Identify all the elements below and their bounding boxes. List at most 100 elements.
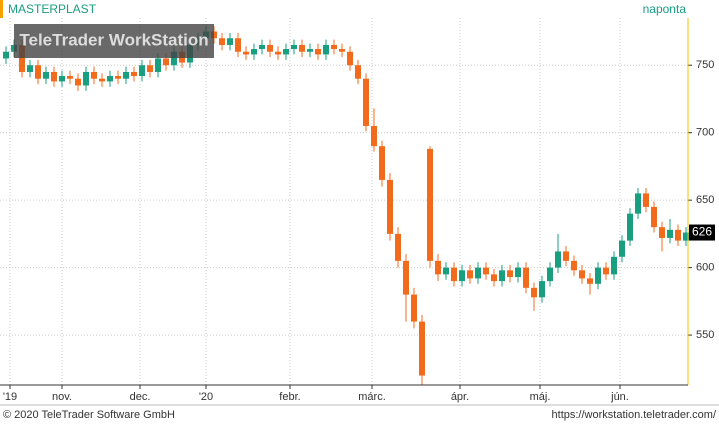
last-price: 626 [692,225,712,239]
candle-body [459,270,465,282]
y-tick-label: 750 [696,59,714,71]
candle-body [531,287,537,298]
candle-body [83,71,89,86]
candle-body [147,65,153,72]
x-tick-label: febr. [279,391,300,403]
candle-body [619,240,625,257]
footer-right: https://workstation.teletrader.com/ [552,409,717,421]
candle-body [99,78,105,82]
candle-body [499,270,505,282]
x-tick-label: ápr. [451,391,469,403]
candle-body [91,71,97,79]
candle-body [587,278,593,284]
candle-body [595,267,601,284]
y-tick-label: 700 [696,127,714,139]
candle-body [27,65,33,72]
candle-body [123,71,129,79]
x-tick-label: '19 [3,391,17,403]
x-tick-label: '20 [199,391,213,403]
candle-body [219,38,225,45]
candle-body [139,65,145,77]
chart-title: MASTERPLAST [8,2,97,16]
candle-body [131,71,137,77]
footer-left: © 2020 TeleTrader Software GmbH [3,409,175,421]
candle-body [107,76,113,82]
candle-body [475,267,481,279]
watermark-box [14,24,214,58]
candle-body [683,232,689,241]
candle-body [675,229,681,241]
candle-body [259,44,265,50]
candle-body [115,76,121,79]
candle-body [659,227,665,238]
x-tick-label: jún. [610,391,629,403]
candle-body [331,44,337,50]
y-tick-label: 600 [696,262,714,274]
candle-body [235,38,241,52]
candle-body [267,44,273,52]
candle-body [483,267,489,275]
candle-body [315,49,321,55]
candle-body [403,260,409,295]
accent [0,0,3,18]
candle-body [651,206,657,228]
candle-body [643,193,649,207]
candle-body [59,76,65,82]
candle-body [299,44,305,52]
candle-body [275,51,281,55]
candle-body [283,49,289,55]
candle-body [539,281,545,298]
candle-body [547,267,553,282]
last-price-box [689,224,715,241]
candle-body [467,270,473,279]
candle-body [251,49,257,55]
candle-body [35,65,41,79]
candle-body [555,251,561,268]
candle-body [227,38,233,45]
candle-body [355,65,361,79]
candle-body [75,78,81,86]
candle-body [51,71,57,82]
candle-body [451,267,457,282]
candle-body [395,233,401,261]
candle-body [579,270,585,279]
y-tick-label: 650 [696,194,714,206]
candle-body [347,51,353,66]
candle-body [411,294,417,322]
candle-body [563,251,569,261]
candle-body [155,58,161,72]
candle-body [491,274,497,282]
x-tick-label: nov. [52,391,72,403]
candle-body [3,51,9,59]
candle-body [427,148,433,261]
candle-body [507,270,513,278]
candle-body [339,49,345,52]
candle-body [371,125,377,147]
candle-body [611,256,617,275]
y-tick-label: 550 [696,329,714,341]
candle-body [627,213,633,241]
candle-body [523,267,529,288]
candle-body [635,193,641,214]
candle-body [387,179,393,234]
candle-body [379,146,385,180]
x-tick-label: márc. [358,391,386,403]
candle-body [603,267,609,275]
candle-body [43,71,49,79]
candle-body [163,58,169,66]
candle-body [243,51,249,55]
candle-body [435,260,441,275]
x-tick-label: dec. [130,391,151,403]
candle-body [443,267,449,275]
candle-body [323,44,329,55]
candle-body [515,267,521,278]
candle-body [291,44,297,50]
candle-body [19,44,25,72]
candle-body [363,78,369,126]
candle-body [171,51,177,66]
x-tick-label: máj. [530,391,551,403]
interval: naponta [643,2,687,16]
candle-body [571,260,577,271]
